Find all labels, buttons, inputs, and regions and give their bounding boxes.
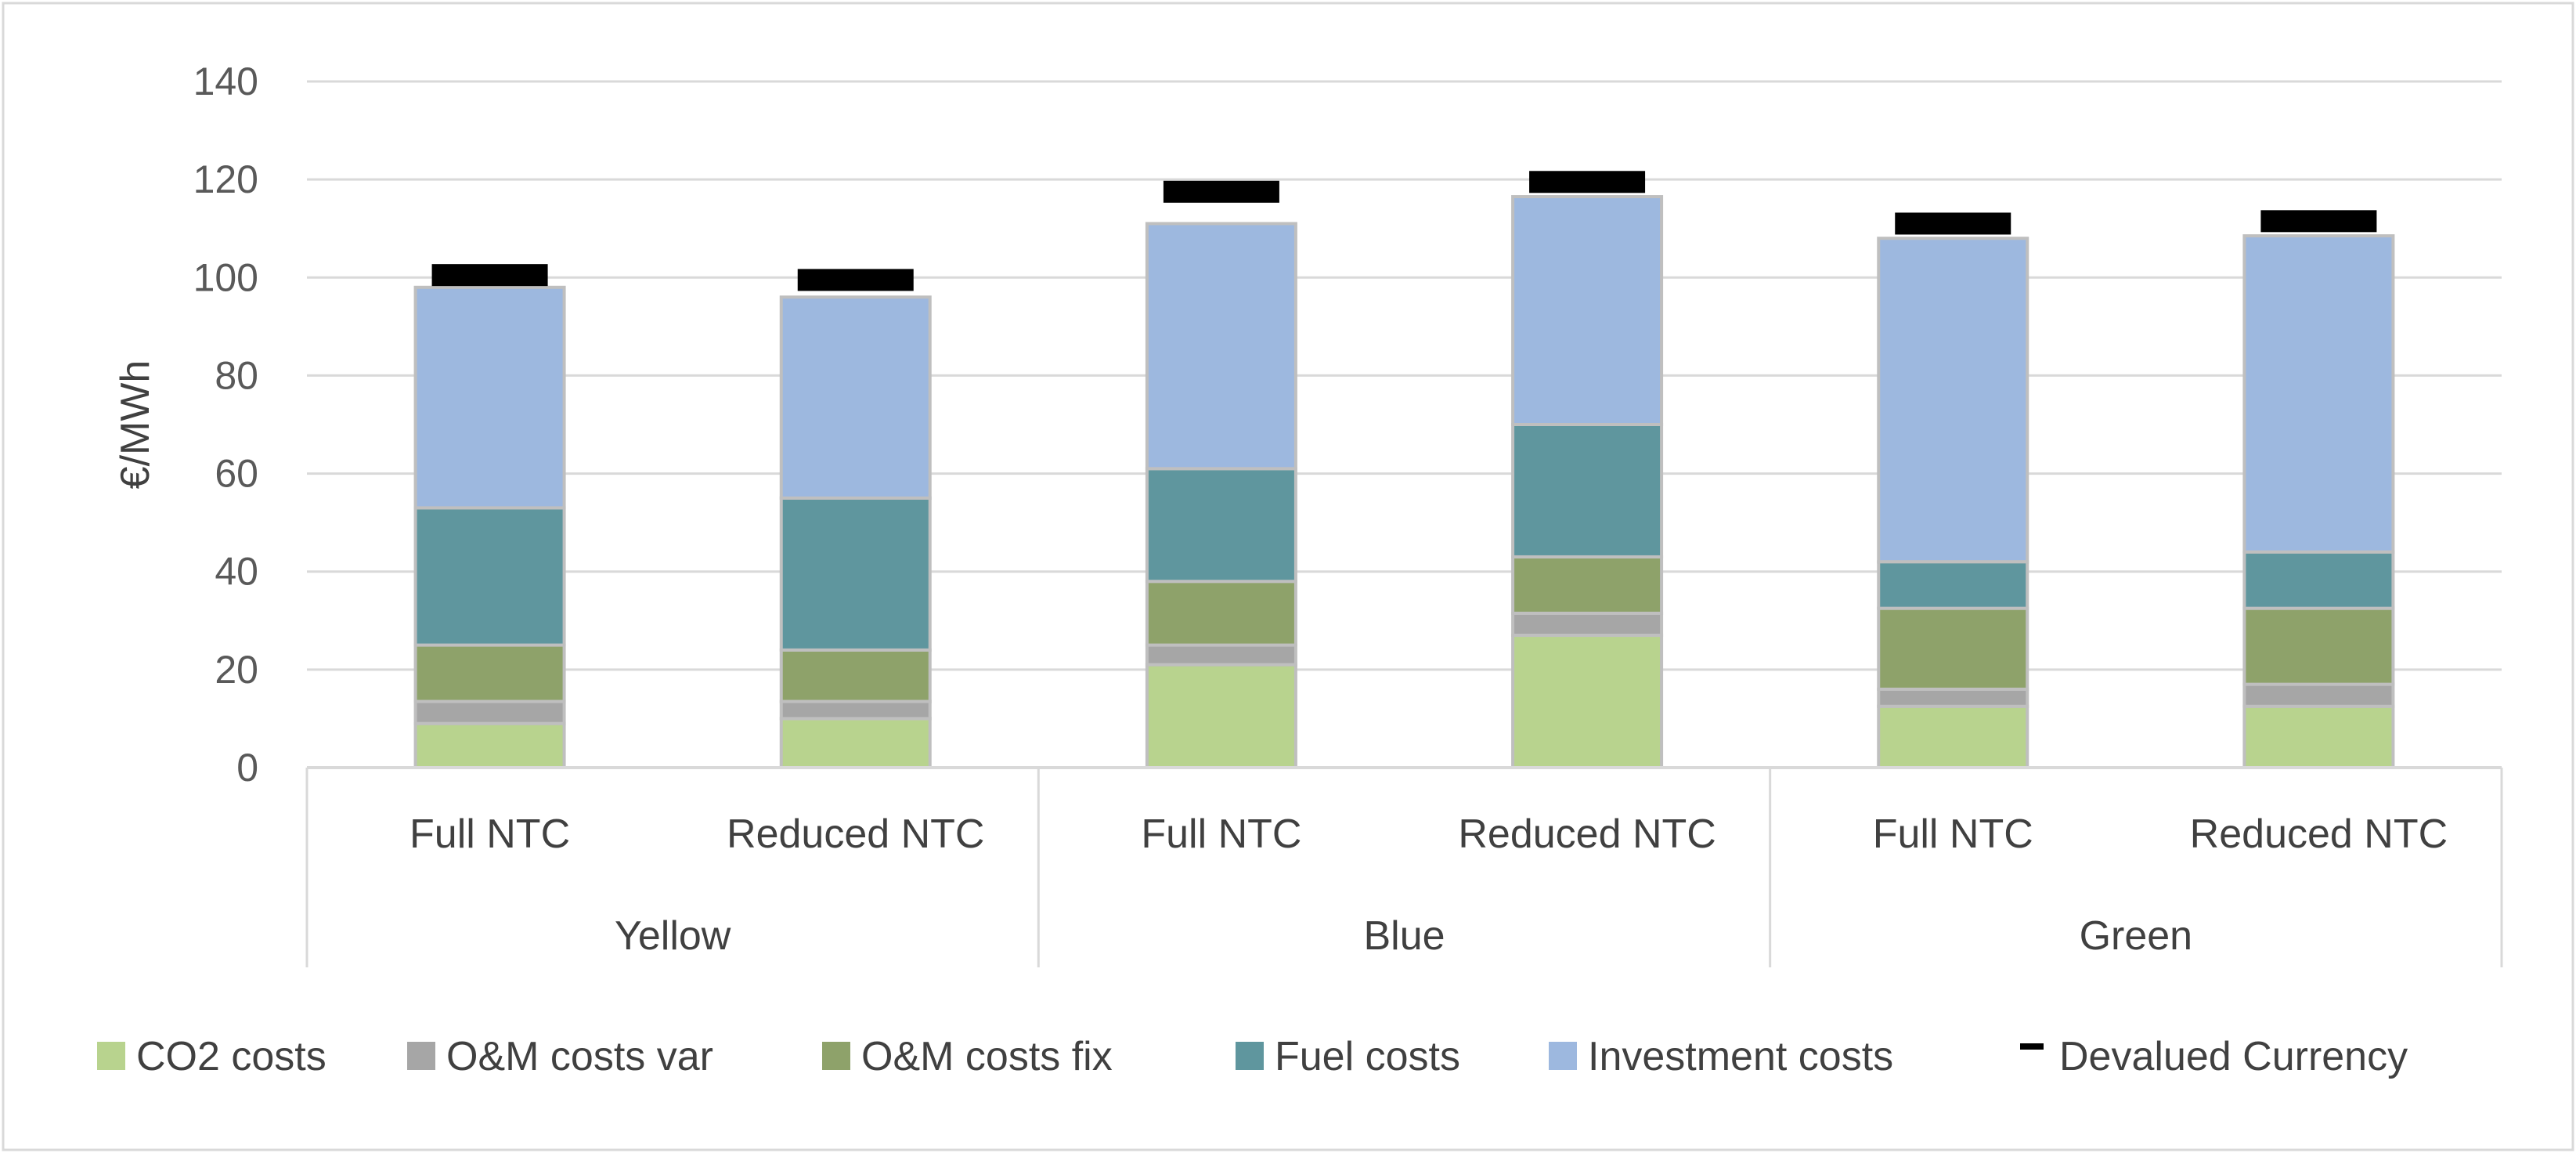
y-tick-label: 80 (215, 353, 258, 397)
bar-segment (779, 295, 932, 500)
y-tick-label: 20 (215, 648, 258, 692)
y-axis-title: €/MWh (113, 360, 158, 490)
y-axis-ticks: 0 20 40 60 80 100 120 140 (193, 60, 258, 790)
devalued-currency-marker (1529, 171, 1646, 193)
y-tick-label: 120 (193, 157, 258, 201)
y-tick-label: 100 (193, 255, 258, 299)
bar-segment (413, 285, 566, 510)
bar-segment (779, 699, 932, 721)
legend-swatch (1549, 1042, 1577, 1070)
bar-segment (413, 721, 566, 770)
group-label: Yellow (615, 913, 731, 959)
bars (413, 171, 2395, 770)
group-label: Green (2080, 913, 2193, 959)
bar-segment (779, 717, 932, 770)
legend-label: O&M costs var (446, 1034, 713, 1079)
legend-swatch (822, 1042, 850, 1070)
legend: CO2 costs O&M costs var O&M costs fix Fuel … (97, 1034, 2408, 1079)
legend-label: Devalued Currency (2059, 1034, 2408, 1079)
bar-segment (2242, 704, 2395, 769)
legend-label: CO2 costs (136, 1034, 327, 1079)
y-tick-label: 0 (236, 746, 258, 790)
gridlines (307, 80, 2502, 671)
devalued-currency-marker (1895, 212, 2011, 235)
bar-segment (1511, 634, 1664, 769)
bar-segment (1877, 560, 2029, 610)
bar-segment (1145, 222, 1297, 471)
x-axis: Full NTC Reduced NTC Full NTC Reduced NTC Fu… (305, 766, 2503, 967)
bar-segment (779, 648, 932, 703)
devalued-currency-marker (431, 264, 548, 287)
bar-segment (2242, 234, 2395, 554)
bar-segment (1145, 663, 1297, 769)
bar-segment (2242, 550, 2395, 610)
category-label: Full NTC (409, 811, 570, 857)
bar-segment (1511, 423, 1664, 558)
legend-label: Fuel costs (1275, 1034, 1460, 1079)
bar-segment (2242, 682, 2395, 708)
bar-segment (2242, 606, 2395, 686)
bar-segment (1145, 467, 1297, 584)
bar-segment (413, 506, 566, 647)
y-tick-label: 40 (215, 550, 258, 594)
devalued-currency-marker (1163, 180, 1279, 203)
bar-segment (413, 699, 566, 725)
bar-segment (1877, 606, 2029, 691)
devalued-currency-marker (797, 269, 914, 291)
category-label: Reduced NTC (2190, 811, 2448, 857)
legend-swatch (407, 1042, 435, 1070)
bar-segment (1877, 687, 2029, 708)
legend-label: O&M costs fix (861, 1034, 1113, 1079)
bar-segment (1511, 555, 1664, 615)
bar-segment (1877, 237, 2029, 564)
legend-swatch (97, 1042, 125, 1070)
bar-segment (1511, 611, 1664, 638)
bar-segment (779, 496, 932, 652)
group-label: Blue (1363, 913, 1445, 959)
bar-segment (1145, 580, 1297, 647)
category-label: Full NTC (1141, 811, 1301, 857)
devalued-currency-marker (2260, 210, 2377, 233)
legend-swatch (1236, 1042, 1264, 1070)
legend-swatch (2020, 1043, 2044, 1050)
bar-segment (1145, 643, 1297, 667)
legend-label: Investment costs (1588, 1034, 1893, 1079)
y-tick-label: 60 (215, 452, 258, 496)
category-label: Reduced NTC (1458, 811, 1716, 857)
category-label: Full NTC (1873, 811, 2033, 857)
bar-segment (413, 643, 566, 703)
category-label: Reduced NTC (727, 811, 984, 857)
bar-segment (1877, 704, 2029, 769)
y-tick-label: 140 (193, 60, 258, 103)
bar-segment (1511, 195, 1664, 427)
